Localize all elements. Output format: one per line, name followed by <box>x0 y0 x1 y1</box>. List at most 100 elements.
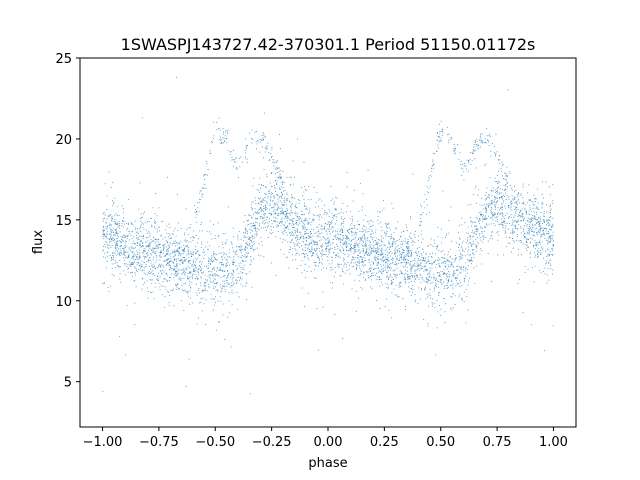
data-point <box>250 263 252 265</box>
data-point <box>284 229 286 232</box>
data-point <box>258 225 261 227</box>
data-point <box>102 390 104 392</box>
data-point <box>448 260 450 262</box>
data-point <box>137 268 140 270</box>
data-point <box>261 208 263 210</box>
data-point <box>545 262 547 264</box>
data-point <box>134 274 137 276</box>
data-point <box>343 258 345 261</box>
data-point <box>258 183 260 185</box>
data-point <box>211 259 213 261</box>
data-point <box>361 264 364 266</box>
data-point <box>199 282 201 284</box>
data-point <box>168 291 170 294</box>
data-point <box>526 238 528 240</box>
data-point <box>436 300 438 302</box>
data-point <box>471 230 473 232</box>
data-point <box>109 245 111 247</box>
data-point <box>117 236 119 238</box>
data-point <box>502 178 505 180</box>
data-point <box>505 225 507 227</box>
data-point <box>460 268 462 271</box>
data-point <box>372 275 374 277</box>
data-point <box>396 264 398 266</box>
data-point <box>371 288 373 290</box>
data-point <box>539 243 541 245</box>
data-point <box>355 244 357 246</box>
data-point <box>228 312 230 314</box>
data-point <box>158 265 160 267</box>
data-point <box>379 254 382 256</box>
data-point <box>125 245 127 247</box>
data-point <box>353 253 355 255</box>
data-point <box>176 267 178 269</box>
data-point <box>141 246 143 248</box>
data-point <box>372 263 375 265</box>
data-point <box>111 217 113 220</box>
data-point <box>500 196 503 198</box>
data-point <box>174 272 176 274</box>
data-point <box>319 240 321 242</box>
data-point <box>210 274 212 276</box>
data-point <box>332 227 334 229</box>
data-point <box>438 136 440 138</box>
data-point <box>144 258 146 260</box>
data-point <box>550 239 552 241</box>
data-point <box>131 252 133 254</box>
data-point <box>334 271 336 273</box>
data-point <box>324 211 326 213</box>
data-point <box>195 259 197 261</box>
data-point <box>394 294 396 296</box>
data-point <box>124 242 126 244</box>
data-point <box>296 138 299 140</box>
data-point <box>277 206 279 208</box>
data-point <box>209 231 211 233</box>
data-point <box>341 268 344 270</box>
data-point <box>392 259 394 261</box>
data-point <box>552 231 554 233</box>
data-point <box>366 271 368 273</box>
data-point <box>384 232 386 234</box>
data-point <box>131 247 133 249</box>
data-point <box>178 242 180 244</box>
data-point <box>461 217 463 219</box>
data-point <box>108 290 110 292</box>
data-point <box>431 256 433 258</box>
data-point <box>518 215 520 217</box>
data-point <box>387 260 389 262</box>
data-point <box>388 242 390 244</box>
data-point <box>227 275 229 277</box>
data-point <box>426 198 428 201</box>
data-point <box>369 247 371 249</box>
data-point <box>410 255 412 257</box>
data-point <box>542 197 544 199</box>
data-point <box>222 131 225 133</box>
data-point <box>270 213 272 215</box>
data-point <box>328 209 330 211</box>
data-point <box>363 257 365 259</box>
data-point <box>346 237 349 239</box>
data-point <box>229 264 231 266</box>
data-point <box>268 192 270 194</box>
data-point <box>347 262 349 264</box>
data-point <box>187 265 189 268</box>
data-point <box>302 195 304 197</box>
data-point <box>295 252 297 254</box>
data-point <box>198 253 200 255</box>
data-point <box>504 188 506 190</box>
data-point <box>149 265 151 268</box>
data-point <box>155 245 157 247</box>
data-point <box>382 270 384 273</box>
data-point <box>232 284 234 286</box>
data-point <box>500 212 502 214</box>
data-point <box>340 239 342 241</box>
data-point <box>478 189 480 191</box>
data-point <box>126 265 128 268</box>
data-point <box>273 184 276 186</box>
data-point <box>340 208 342 210</box>
data-point <box>344 237 346 239</box>
data-point <box>337 228 339 230</box>
data-point <box>332 239 334 241</box>
data-point <box>274 220 276 222</box>
data-point <box>390 270 392 272</box>
